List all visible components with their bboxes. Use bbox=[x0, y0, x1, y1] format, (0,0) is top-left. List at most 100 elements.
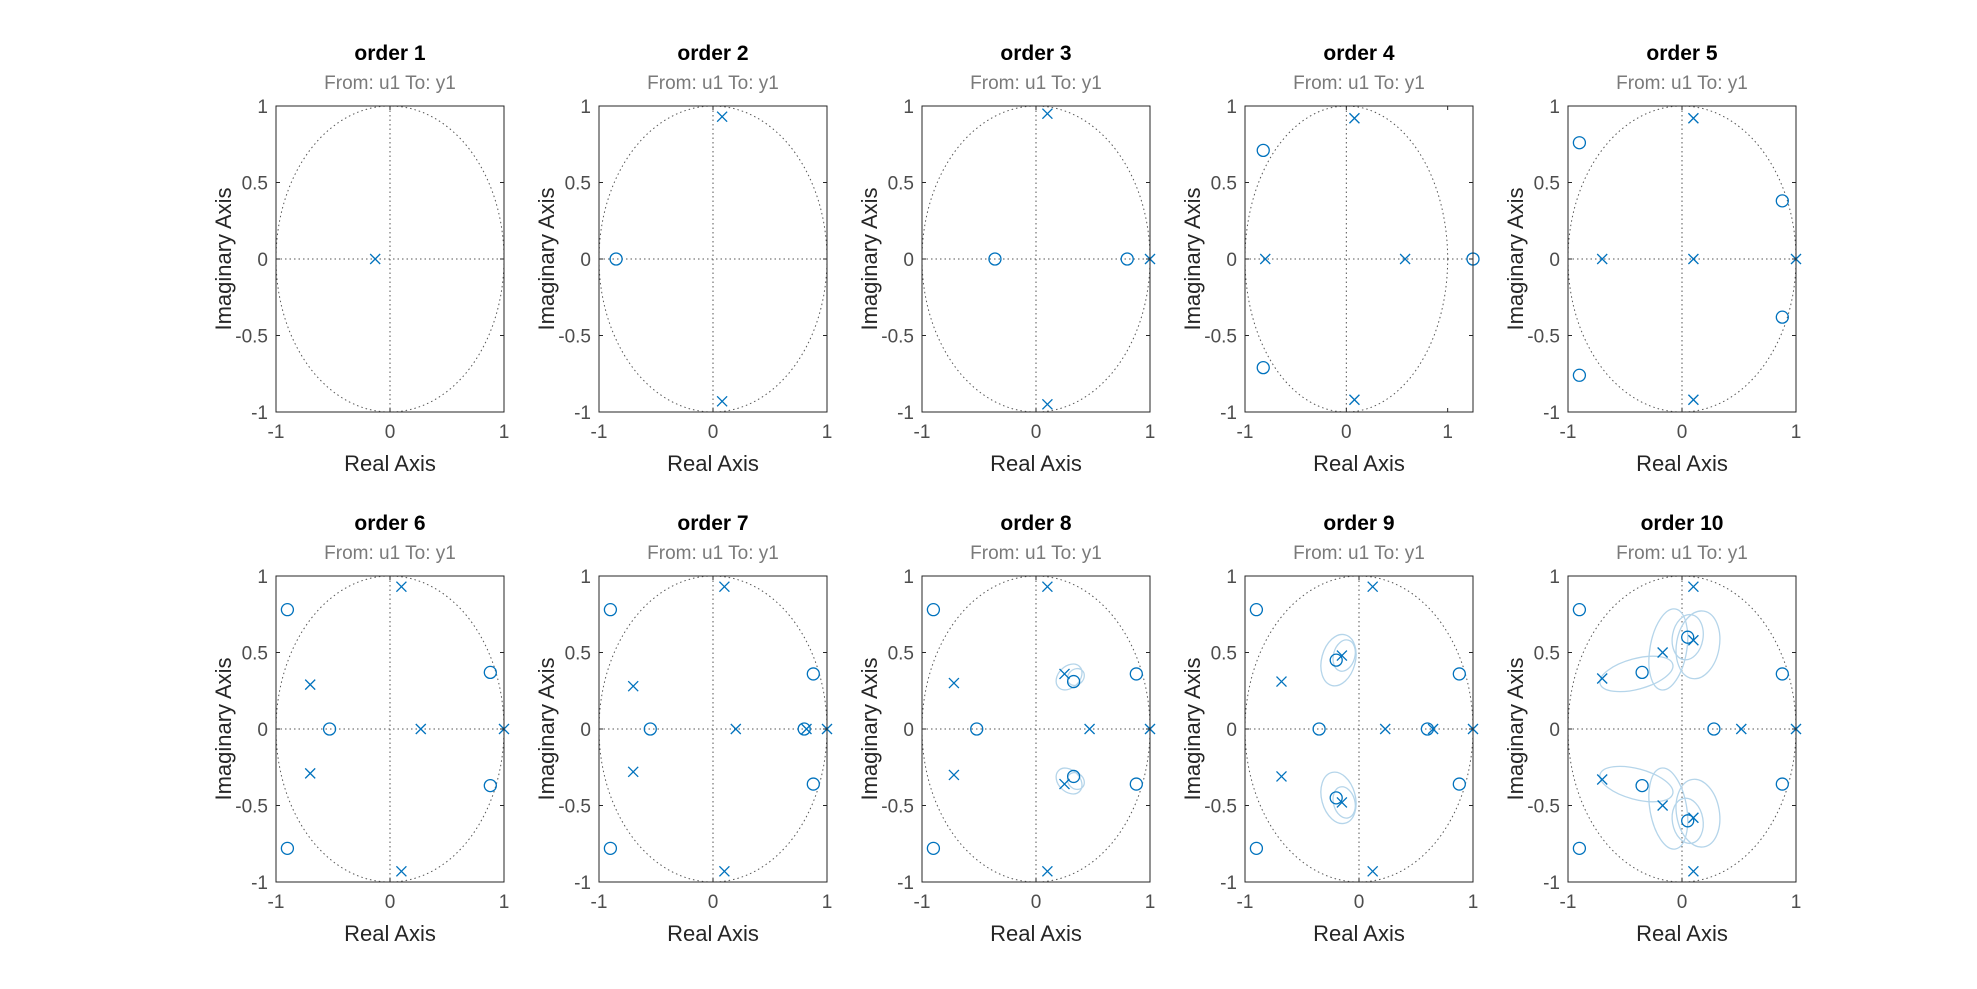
pole-marker bbox=[1379, 723, 1391, 735]
chart-title: order 9 bbox=[1323, 512, 1394, 535]
y-tick-label: 0.5 bbox=[1534, 644, 1560, 665]
x-axis-label: Real Axis bbox=[344, 451, 436, 476]
chart-subtitle: From: u1 To: y1 bbox=[324, 543, 456, 564]
y-tick-label: 0 bbox=[903, 720, 914, 741]
x-tick-label: 0 bbox=[1677, 422, 1688, 443]
y-tick-label: -0.5 bbox=[558, 797, 591, 818]
pole-marker bbox=[627, 680, 639, 692]
chart-title: order 3 bbox=[1000, 42, 1071, 65]
pole-marker bbox=[1427, 723, 1439, 735]
chart-subtitle: From: u1 To: y1 bbox=[970, 543, 1102, 564]
pole-marker bbox=[1041, 865, 1053, 877]
y-axis-label: Imaginary Axis bbox=[534, 657, 559, 800]
confidence-ellipse bbox=[1066, 771, 1085, 791]
pole-marker bbox=[1687, 865, 1699, 877]
x-tick-label: 0 bbox=[708, 892, 719, 913]
chart-subtitle: From: u1 To: y1 bbox=[647, 73, 779, 94]
plot-content bbox=[1568, 106, 1796, 412]
y-tick-label: 0 bbox=[1226, 720, 1237, 741]
pole-marker bbox=[1041, 108, 1053, 120]
x-axis-label: Real Axis bbox=[1636, 921, 1728, 946]
y-tick-label: -0.5 bbox=[1527, 327, 1560, 348]
y-axis-label: Imaginary Axis bbox=[211, 657, 236, 800]
pole-marker bbox=[1399, 253, 1411, 265]
y-tick-label: 0.5 bbox=[565, 174, 591, 195]
pole-marker bbox=[1348, 394, 1360, 406]
x-tick-label: 1 bbox=[1145, 892, 1156, 913]
zero-marker bbox=[1452, 777, 1466, 791]
x-tick-label: 0 bbox=[1341, 422, 1352, 443]
zero-marker bbox=[1312, 722, 1326, 736]
y-tick-label: 0.5 bbox=[888, 174, 914, 195]
pole-marker bbox=[1041, 398, 1053, 410]
plot-content bbox=[1568, 576, 1796, 882]
zero-marker bbox=[988, 252, 1002, 266]
confidence-ellipse bbox=[1671, 613, 1704, 661]
pole-marker bbox=[304, 679, 316, 691]
y-tick-label: -0.5 bbox=[881, 327, 914, 348]
x-tick-label: 0 bbox=[1677, 892, 1688, 913]
pole-marker bbox=[1348, 112, 1360, 124]
chart-subtitle: From: u1 To: y1 bbox=[970, 73, 1102, 94]
zero-marker bbox=[1635, 778, 1649, 793]
x-tick-label: -1 bbox=[591, 422, 608, 443]
zero-marker bbox=[609, 252, 623, 266]
pole-marker bbox=[1687, 634, 1699, 646]
zero-marker bbox=[1256, 143, 1270, 158]
y-axis-label: Imaginary Axis bbox=[857, 657, 882, 800]
pole-marker bbox=[801, 723, 812, 735]
subplot-6: -1 0 1 -1 -0.5 0 0.5 1 order 6 From: u1 To: y1 Rea… bbox=[211, 512, 510, 946]
y-tick-label: 1 bbox=[1549, 567, 1560, 588]
y-tick-label: -1 bbox=[897, 873, 914, 894]
y-tick-label: 1 bbox=[580, 567, 591, 588]
y-tick-label: 0 bbox=[580, 250, 591, 271]
x-axis-label: Real Axis bbox=[1313, 921, 1405, 946]
confidence-ellipse bbox=[1332, 639, 1356, 672]
zero-marker bbox=[603, 841, 618, 855]
pole-marker bbox=[1276, 676, 1287, 688]
zero-marker bbox=[806, 667, 820, 681]
plot-content bbox=[1245, 576, 1473, 882]
pole-marker bbox=[1687, 581, 1699, 593]
x-tick-label: 1 bbox=[1791, 892, 1802, 913]
subplot-9: -1 0 1 -1 -0.5 0 0.5 1 order 9 From: u1 To: y1 Rea… bbox=[1180, 512, 1479, 946]
pole-marker bbox=[395, 865, 407, 877]
chart-subtitle: From: u1 To: y1 bbox=[324, 73, 456, 94]
x-axis-label: Real Axis bbox=[1636, 451, 1728, 476]
x-tick-label: -1 bbox=[1560, 422, 1577, 443]
zero-marker bbox=[1329, 653, 1343, 667]
y-tick-label: 1 bbox=[903, 97, 914, 118]
x-tick-label: -1 bbox=[914, 892, 931, 913]
y-tick-label: 0 bbox=[1226, 250, 1237, 271]
x-axis-label: Real Axis bbox=[990, 451, 1082, 476]
y-tick-label: -1 bbox=[1220, 873, 1237, 894]
zero-marker bbox=[1066, 769, 1081, 784]
pole-marker bbox=[1687, 394, 1699, 406]
plot-content bbox=[276, 106, 504, 412]
x-tick-label: 0 bbox=[708, 422, 719, 443]
chart-subtitle: From: u1 To: y1 bbox=[1293, 73, 1425, 94]
pole-marker bbox=[1687, 112, 1699, 124]
y-tick-label: 0 bbox=[257, 720, 268, 741]
confidence-ellipse bbox=[1332, 786, 1356, 819]
pole-marker bbox=[1596, 774, 1608, 785]
y-tick-label: -0.5 bbox=[558, 327, 591, 348]
plot-content bbox=[599, 576, 827, 882]
subplot-8: -1 0 1 -1 -0.5 0 0.5 1 order 8 From: u1 To: y1 Rea… bbox=[857, 512, 1156, 946]
zero-marker bbox=[1775, 310, 1789, 324]
chart-title: order 5 bbox=[1646, 42, 1718, 65]
confidence-ellipse bbox=[1320, 771, 1357, 825]
chart-title: order 8 bbox=[1000, 512, 1072, 535]
x-tick-label: 1 bbox=[1442, 422, 1453, 443]
zero-marker bbox=[1775, 777, 1789, 791]
subplot-1: -1 0 1 -1 -0.5 0 0.5 1 order 1 From: u1 To: y1 Rea… bbox=[211, 42, 509, 476]
plot-content bbox=[1245, 106, 1473, 412]
subplot-4: -1 0 1 -1 -0.5 0 0.5 1 order 4 From: u1 To: y1 Rea… bbox=[1180, 42, 1480, 476]
x-tick-label: -1 bbox=[1560, 892, 1577, 913]
y-tick-label: -0.5 bbox=[1527, 797, 1560, 818]
x-tick-label: 0 bbox=[1354, 892, 1365, 913]
x-axis-label: Real Axis bbox=[344, 921, 436, 946]
zero-marker bbox=[1129, 667, 1143, 681]
zero-marker bbox=[1681, 630, 1695, 644]
y-tick-label: 1 bbox=[257, 97, 268, 118]
